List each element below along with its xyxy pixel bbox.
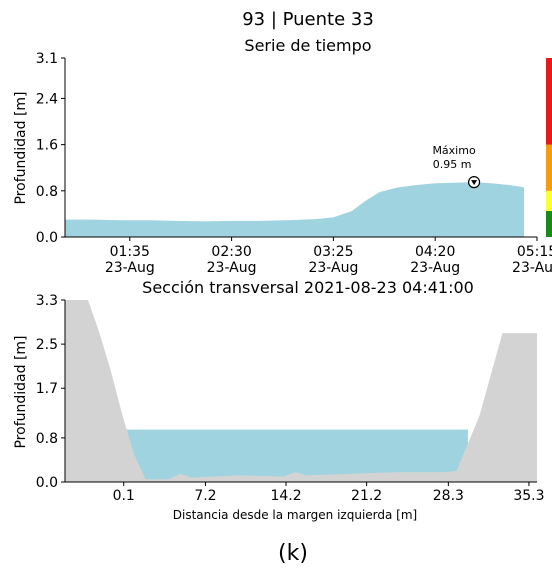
figure-title: 93 | Puente 33 <box>242 9 374 30</box>
level-segment-red <box>546 58 552 145</box>
depth-area <box>65 182 525 237</box>
level-bar <box>546 58 552 237</box>
timeseries-title: Serie de tiempo <box>244 36 371 55</box>
x-tick-date: 23-Aug <box>512 260 552 276</box>
section-title: Sección transversal 2021-08-23 04:41:00 <box>142 278 474 297</box>
x-tick-label: 28.3 <box>433 488 464 504</box>
x-tick-date: 23-Aug <box>105 260 155 276</box>
section-plot <box>65 300 537 482</box>
y-tick-label: 3.1 <box>36 51 58 67</box>
x-tick-date: 23-Aug <box>308 260 358 276</box>
x-tick-label: 14.2 <box>270 488 301 504</box>
section-ylabel: Profundidad [m] <box>13 335 29 448</box>
x-tick-date: 23-Aug <box>207 260 257 276</box>
level-segment-yellow <box>546 190 552 212</box>
max-annotation: Máximo 0.95 m <box>432 144 481 189</box>
timeseries-ylabel: Profundidad [m] <box>13 91 29 204</box>
level-segment-green <box>546 211 552 237</box>
y-tick-label: 1.6 <box>36 138 58 154</box>
x-tick-time: 05:15 <box>517 244 552 260</box>
y-tick-label: 0.0 <box>36 230 58 246</box>
x-tick-time: 04:20 <box>415 244 455 260</box>
max-value: 0.95 m <box>433 158 472 171</box>
x-tick-label: 35.3 <box>513 488 544 504</box>
y-tick-label: 3.3 <box>36 293 58 309</box>
terrain-fill <box>65 300 537 482</box>
y-tick-label: 0.8 <box>36 431 58 447</box>
section-axes: 0.0 0.8 1.7 2.5 3.3 0.1 7.2 14.2 21.2 28.3 35.3 <box>36 293 545 504</box>
x-tick-time: 01:35 <box>110 244 150 260</box>
figure-caption: (k) <box>278 541 308 566</box>
max-label: Máximo <box>432 144 476 157</box>
y-tick-label: 0.8 <box>36 184 58 200</box>
x-tick-date: 23-Aug <box>410 260 460 276</box>
x-tick-label: 7.2 <box>194 488 216 504</box>
section-xlabel: Distancia desde la margen izquierda [m] <box>173 508 417 522</box>
x-tick-label: 21.2 <box>351 488 382 504</box>
y-tick-label: 2.4 <box>36 91 58 107</box>
x-tick-time: 02:30 <box>211 244 251 260</box>
max-marker-triangle <box>471 180 478 186</box>
level-segment-orange <box>546 144 552 191</box>
y-tick-label: 2.5 <box>36 337 58 353</box>
x-tick-label: 0.1 <box>113 488 135 504</box>
timeseries-axes: 0.00.81.62.43.101:3523-Aug02:3023-Aug03:… <box>36 51 552 276</box>
y-tick-label: 0.0 <box>36 475 58 491</box>
x-tick-time: 03:25 <box>313 244 353 260</box>
y-tick-label: 1.7 <box>36 381 58 397</box>
timeseries-area <box>65 182 525 237</box>
